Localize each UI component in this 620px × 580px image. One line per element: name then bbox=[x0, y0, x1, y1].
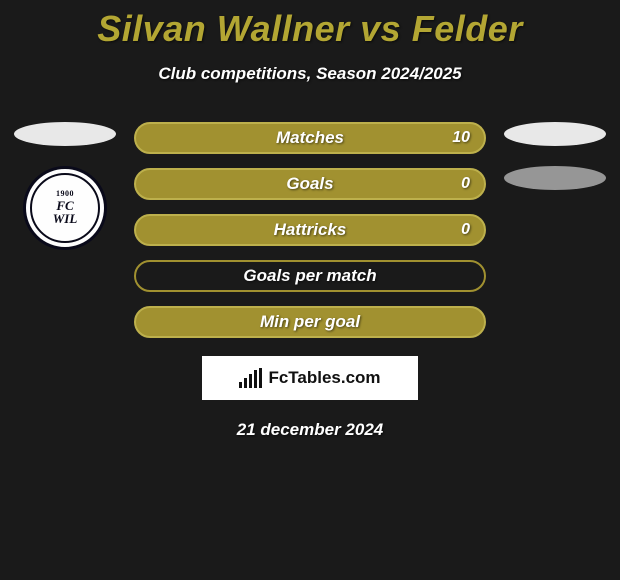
badge-line1: FC bbox=[53, 199, 78, 213]
stat-bar: Matches 10 bbox=[134, 122, 486, 154]
stat-bar: Goals per match bbox=[134, 260, 486, 292]
stat-bar-label: Hattricks bbox=[274, 220, 347, 240]
right-player-column bbox=[490, 122, 620, 338]
stat-bar-label: Min per goal bbox=[260, 312, 360, 332]
comparison-panel: 1900 FC WIL Matches10Goals0Hattricks0Goa… bbox=[0, 122, 620, 338]
brand-text: FcTables.com bbox=[268, 368, 380, 388]
badge-line2: WIL bbox=[53, 212, 78, 226]
player-name-oval-right-1 bbox=[504, 122, 606, 146]
left-player-column: 1900 FC WIL bbox=[0, 122, 130, 338]
player-name-oval-left bbox=[14, 122, 116, 146]
date-text: 21 december 2024 bbox=[0, 420, 620, 440]
club-badge-left: 1900 FC WIL bbox=[23, 166, 107, 250]
stat-bar-label: Matches bbox=[276, 128, 344, 148]
stat-bar-label: Goals per match bbox=[243, 266, 376, 286]
brand-box: FcTables.com bbox=[202, 356, 418, 400]
stat-bar: Min per goal bbox=[134, 306, 486, 338]
stat-bar: Goals 0 bbox=[134, 168, 486, 200]
stat-bar: Hattricks 0 bbox=[134, 214, 486, 246]
page-title: Silvan Wallner vs Felder bbox=[0, 0, 620, 50]
stat-bar-label: Goals bbox=[286, 174, 333, 194]
brand-chart-icon bbox=[239, 368, 262, 388]
stat-bar-value: 0 bbox=[461, 221, 470, 239]
subtitle: Club competitions, Season 2024/2025 bbox=[0, 64, 620, 84]
stats-bars: Matches 10 Goals 0 Hattricks 0 Goals per match… bbox=[130, 122, 490, 338]
stat-bar-value: 0 bbox=[461, 175, 470, 193]
player-name-oval-right-2 bbox=[504, 166, 606, 190]
stat-bar-value: 10 bbox=[452, 129, 470, 147]
